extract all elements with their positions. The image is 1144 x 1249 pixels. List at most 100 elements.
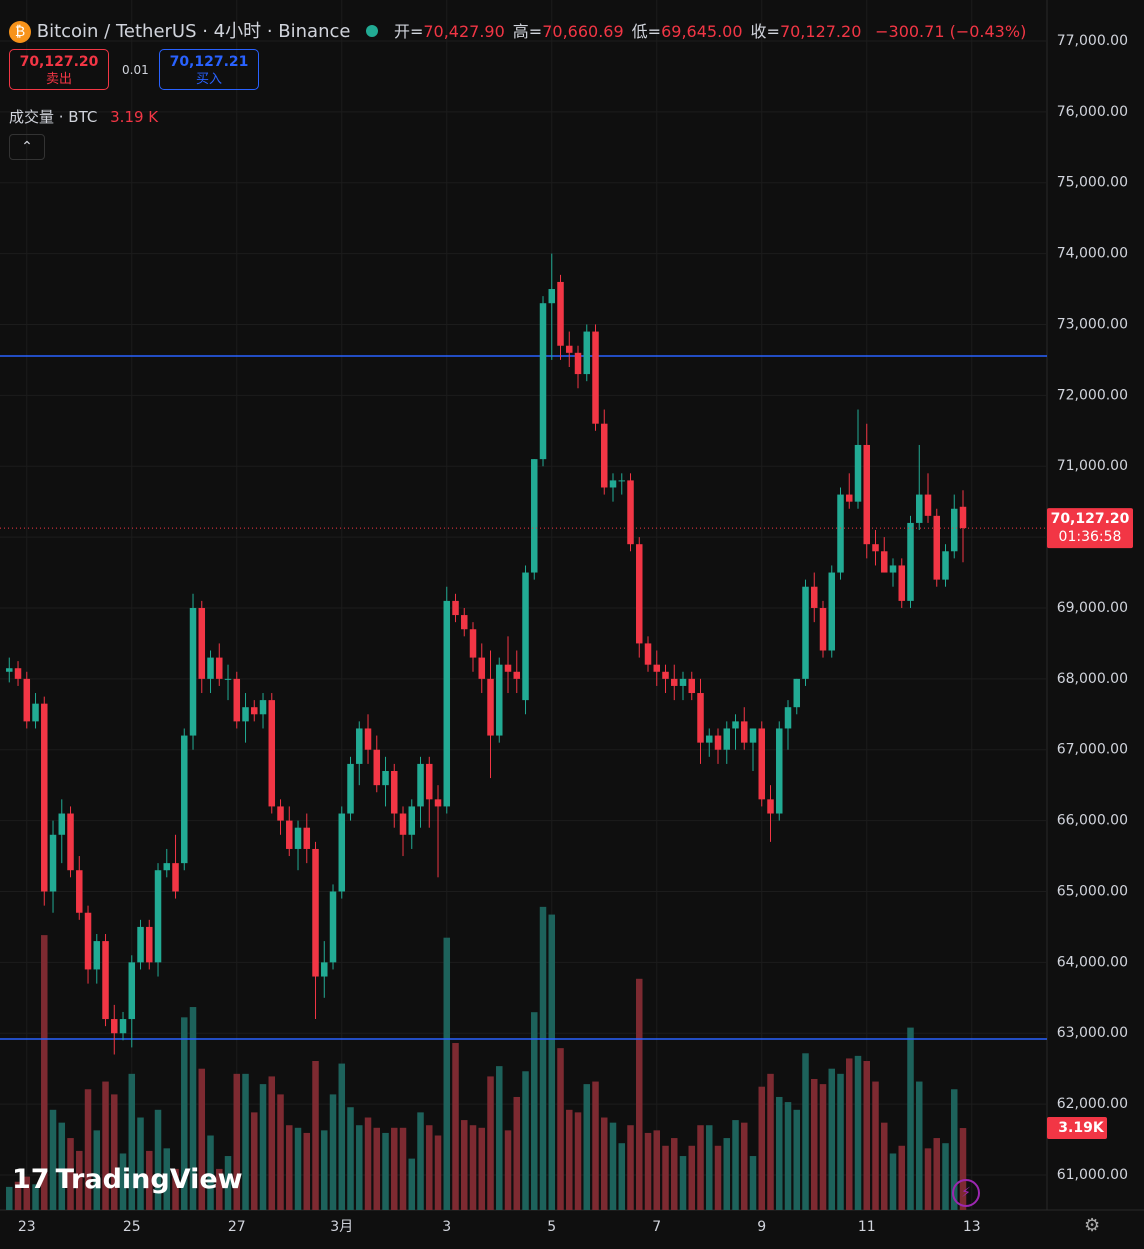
candle-body	[163, 863, 171, 871]
candle-body	[767, 799, 774, 814]
candle-body	[837, 494, 844, 573]
volume-bar	[749, 1156, 757, 1210]
volume-bar	[216, 1168, 223, 1210]
candle-body	[251, 707, 258, 715]
volume-bar	[522, 1071, 529, 1210]
spread: 0.01	[122, 63, 149, 77]
logo-mark: 17	[12, 1164, 50, 1195]
candle-body	[758, 728, 766, 800]
y-tick-label: 76,000.00	[1057, 104, 1128, 120]
y-tick-label: 69,000.00	[1057, 600, 1128, 616]
candle-body	[478, 657, 486, 679]
volume-bar	[636, 978, 643, 1210]
candle-body	[329, 891, 337, 963]
lightning-button[interactable]: ⚡	[952, 1179, 980, 1207]
candle-body	[216, 657, 223, 679]
x-tick-label: 27	[228, 1219, 246, 1235]
volume-bar	[207, 1135, 214, 1210]
volume-bar	[58, 1122, 66, 1210]
header: ₿ Bitcoin / TetherUS · 4小时 · Binance 开=7…	[9, 17, 1026, 43]
candle-body	[784, 707, 792, 729]
candle-body	[872, 544, 879, 552]
volume-bar	[119, 1153, 127, 1210]
volume-bar	[697, 1125, 704, 1210]
candle-body	[32, 703, 39, 722]
volume-bar	[828, 1068, 836, 1210]
y-tick-label: 74,000.00	[1057, 246, 1128, 262]
x-tick-label: 11	[858, 1219, 876, 1235]
volume-bar	[233, 1073, 241, 1210]
volume-bar	[189, 1007, 197, 1210]
candle-body	[679, 678, 687, 686]
candle-body	[644, 643, 652, 665]
volume-bar	[382, 1132, 389, 1210]
volume-bar	[531, 1012, 538, 1210]
candle-body	[469, 629, 477, 658]
candle-body	[198, 607, 206, 679]
sell-button[interactable]: 70,127.20 卖出	[9, 49, 109, 90]
candle-body	[802, 586, 809, 679]
candle-body	[189, 607, 197, 736]
volume-bar	[49, 1109, 57, 1210]
buy-button[interactable]: 70,127.21 买入	[159, 49, 259, 90]
x-tick-label: 23	[18, 1219, 36, 1235]
volume-bar	[41, 935, 48, 1210]
ohlc-label: 收=	[750, 22, 780, 41]
ohlc-value: 70,127.20	[779, 22, 862, 41]
price-tag	[1047, 508, 1133, 549]
volume-bar	[819, 1084, 827, 1210]
sell-price: 70,127.20	[19, 54, 99, 70]
y-tick-label: 77,000.00	[1057, 33, 1128, 49]
candle-body	[627, 480, 634, 545]
candle-body	[688, 678, 696, 694]
y-tick-label: 73,000.00	[1057, 316, 1128, 332]
candle-body	[102, 941, 109, 1020]
candle-body	[583, 331, 591, 375]
candle-body	[6, 668, 13, 672]
candle-body	[286, 820, 293, 849]
volume-bar	[154, 1109, 162, 1210]
candle-body	[793, 678, 801, 708]
volume-header: 成交量 · BTC 3.19 K	[9, 106, 158, 127]
volume-bar	[592, 1081, 599, 1210]
candle-body	[723, 728, 731, 750]
candle-body	[277, 806, 284, 821]
candle-body	[819, 607, 827, 651]
candle-body	[268, 700, 276, 807]
volume-bar	[172, 1168, 179, 1210]
x-tick-label: 3月	[330, 1219, 353, 1235]
volume-bar	[111, 1094, 118, 1210]
volume-bar	[277, 1094, 284, 1210]
candle-body	[146, 926, 153, 963]
candle-body	[653, 664, 661, 672]
candle-body	[434, 799, 442, 807]
volume-bar	[776, 1096, 783, 1210]
candle-body	[942, 551, 949, 580]
candle-body	[846, 494, 853, 502]
volume-bar	[321, 1130, 328, 1210]
volume-bar	[14, 1181, 22, 1210]
collapse-button[interactable]: ⌃	[9, 134, 45, 160]
buy-price: 70,127.21	[169, 54, 249, 70]
candle-body	[618, 480, 626, 482]
candle-body	[181, 735, 188, 864]
volume-bar	[443, 937, 451, 1210]
candle-body	[408, 806, 416, 835]
volume-bar	[312, 1060, 319, 1210]
volume-bar	[6, 1186, 13, 1210]
candle-body	[636, 544, 643, 644]
volume-bar	[618, 1143, 626, 1210]
volume-bar	[671, 1138, 678, 1210]
candle-body	[487, 678, 494, 736]
volume-bar	[723, 1138, 731, 1210]
candle-body	[566, 345, 573, 353]
settings-button[interactable]: ⚙	[1084, 1215, 1101, 1236]
volume-bar	[574, 1112, 582, 1210]
logo: 17 TradingView	[12, 1164, 243, 1195]
volume-bar	[924, 1148, 932, 1210]
candle-body	[548, 289, 556, 304]
candle-body	[312, 848, 319, 977]
volume-bar	[146, 1150, 153, 1210]
volume-bar	[303, 1132, 311, 1210]
